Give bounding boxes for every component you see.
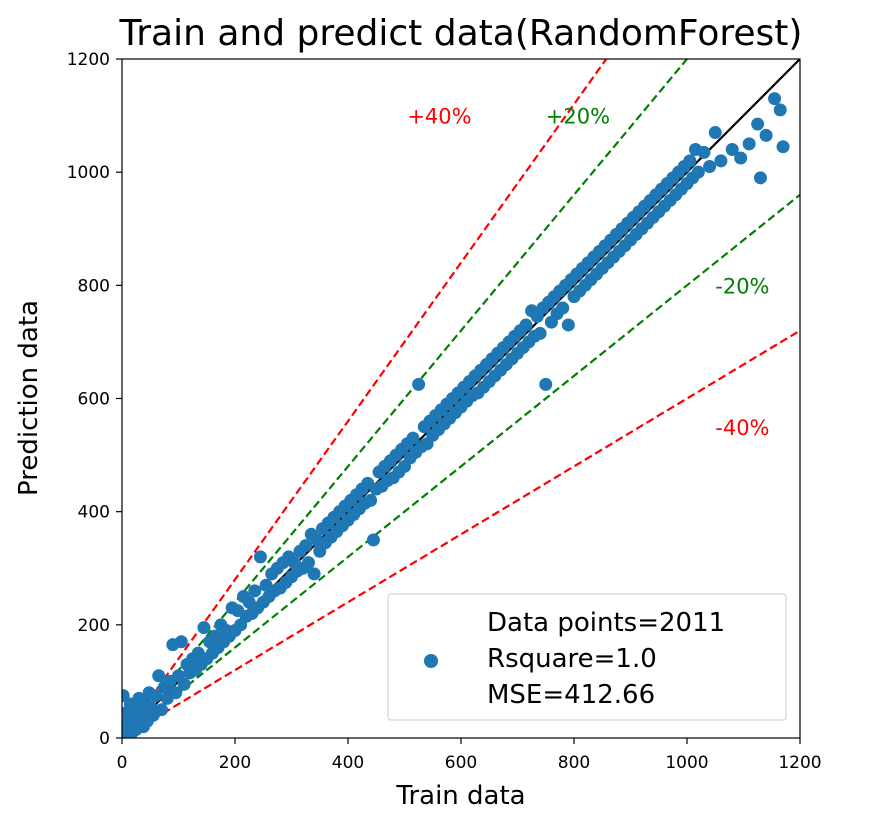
x-tick-label: 1200 <box>778 753 821 773</box>
y-axis-label: Prediction data <box>14 300 44 496</box>
data-point <box>753 171 767 185</box>
data-point <box>366 533 380 547</box>
legend: Data points=2011 Rsquare=1.0 MSE=412.66 <box>387 593 787 721</box>
data-point <box>691 165 705 179</box>
x-tick-label: 400 <box>332 753 364 773</box>
x-tick-label: 600 <box>445 753 477 773</box>
legend-line-1: Data points=2011 <box>487 608 725 638</box>
data-point <box>708 126 722 140</box>
data-point <box>539 377 553 391</box>
data-point <box>533 326 547 340</box>
data-point <box>248 584 262 598</box>
annotation-label: +20% <box>546 105 610 129</box>
legend-line-3: MSE=412.66 <box>487 680 655 710</box>
annotation-label: +40% <box>407 105 471 129</box>
reference-line-plus20pct <box>122 59 689 738</box>
x-tick-label: 1000 <box>665 753 708 773</box>
data-point <box>301 556 315 570</box>
chart-title: Train and predict data(RandomForest) <box>119 13 803 54</box>
y-tick-label: 600 <box>78 390 110 410</box>
data-point <box>742 137 756 151</box>
data-point <box>253 550 267 564</box>
data-point <box>307 567 321 581</box>
data-point <box>412 377 426 391</box>
legend-marker <box>424 654 438 668</box>
data-point <box>299 539 313 553</box>
y-tick-label: 800 <box>78 276 110 296</box>
data-point <box>364 493 378 507</box>
data-point <box>773 103 787 117</box>
x-axis-label: Train data <box>395 781 525 811</box>
annotation-label: -20% <box>715 274 769 298</box>
x-tick-label: 0 <box>117 753 128 773</box>
data-point <box>197 621 211 635</box>
data-point <box>751 117 765 131</box>
x-tick-label: 200 <box>219 753 251 773</box>
y-tick-label: 200 <box>78 616 110 636</box>
data-point <box>703 160 717 174</box>
data-point <box>519 318 533 332</box>
data-point <box>149 689 163 703</box>
x-tick-label: 800 <box>558 753 590 773</box>
data-point <box>561 318 575 332</box>
data-point <box>177 677 191 691</box>
data-point <box>169 686 183 700</box>
data-point <box>174 635 188 649</box>
y-tick-label: 400 <box>78 503 110 523</box>
data-point <box>683 154 697 168</box>
legend-line-2: Rsquare=1.0 <box>487 644 657 674</box>
data-point <box>556 301 570 315</box>
data-point <box>725 143 739 157</box>
data-point <box>768 92 782 106</box>
reference-line-plus40pct <box>122 59 608 738</box>
annotation-label: -40% <box>715 416 769 440</box>
y-tick-label: 0 <box>99 729 110 749</box>
data-point <box>406 431 420 445</box>
data-point <box>714 154 728 168</box>
legend-box <box>387 593 787 721</box>
y-tick-label: 1000 <box>67 163 110 183</box>
data-point <box>759 128 773 142</box>
data-point <box>152 669 166 683</box>
data-point <box>776 140 790 154</box>
data-point <box>734 151 748 165</box>
y-tick-label: 1200 <box>67 50 110 70</box>
data-point <box>697 145 711 159</box>
data-point <box>155 703 169 717</box>
reference-line-minus20pct <box>122 193 800 738</box>
